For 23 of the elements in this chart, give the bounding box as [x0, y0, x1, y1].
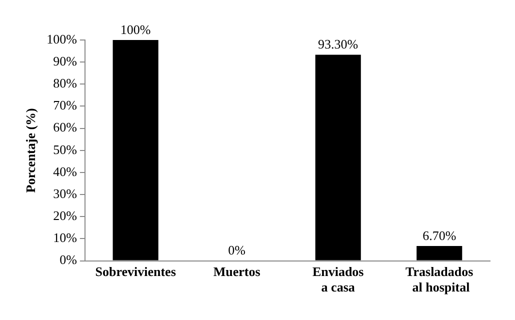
bar	[112, 40, 158, 260]
y-tick-label: 20%	[53, 208, 78, 224]
x-tick-label: Muertos	[213, 264, 260, 279]
x-tick-label: Enviados a casa	[312, 264, 364, 295]
data-label: 93.30%	[318, 36, 358, 52]
x-tick-label: Sobrevivientes	[95, 264, 176, 279]
y-tick-label: 0%	[60, 252, 78, 268]
y-tick-label: 100%	[46, 31, 78, 46]
y-tick-label: 80%	[53, 76, 78, 91]
y-tick-label: 10%	[53, 230, 78, 246]
data-label: 0%	[228, 242, 246, 258]
bar	[315, 54, 361, 260]
data-label: 6.70%	[422, 228, 456, 243]
data-label: 100%	[120, 22, 151, 37]
y-tick-label: 50%	[53, 142, 78, 157]
y-tick-label: 40%	[53, 164, 78, 179]
y-tick-label: 90%	[53, 54, 78, 68]
y-axis-title: Porcentaje (%)	[23, 108, 38, 193]
bar	[416, 246, 462, 260]
x-tick-label: Trasladados al hospital	[406, 264, 474, 295]
y-tick-label: 30%	[53, 186, 78, 201]
y-tick-label: 60%	[53, 120, 78, 135]
y-tick-label: 70%	[53, 98, 78, 113]
